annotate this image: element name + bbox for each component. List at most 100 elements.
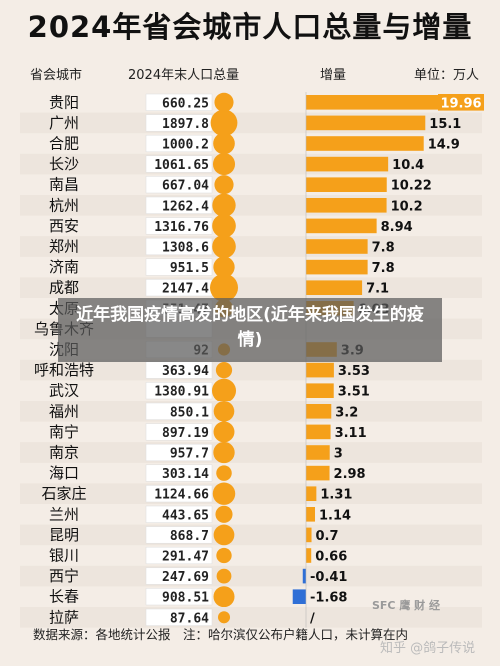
population-value: 247.69 bbox=[162, 570, 209, 585]
population-bubble bbox=[215, 361, 233, 379]
population-cell bbox=[145, 402, 213, 420]
increase-value: 14.9 bbox=[428, 138, 460, 153]
increase-bar bbox=[306, 527, 312, 543]
overlay-caption: 近年我国疫情高发的地区(近年来我国发生的疫情) bbox=[76, 305, 424, 350]
population-bubble bbox=[212, 214, 236, 238]
population-value: 443.65 bbox=[162, 508, 209, 523]
population-value: 87.64 bbox=[170, 611, 209, 626]
population-cell bbox=[145, 176, 213, 194]
city-label: 广州 bbox=[49, 114, 79, 132]
header-city: 省会城市 bbox=[30, 68, 83, 83]
watermark-bottom: 知乎 @鸽子传说 bbox=[380, 641, 476, 656]
city-label: 呼和浩特 bbox=[34, 361, 94, 379]
increase-bar bbox=[306, 362, 334, 378]
city-label: 石家庄 bbox=[41, 485, 86, 503]
population-bubble bbox=[213, 132, 235, 155]
header-population: 2024年末人口总量 bbox=[128, 68, 240, 83]
population-cell bbox=[145, 567, 213, 585]
population-value: 951.5 bbox=[170, 261, 209, 276]
population-value: 1262.4 bbox=[162, 199, 209, 214]
city-label: 银川 bbox=[49, 547, 79, 565]
population-value: 850.1 bbox=[170, 405, 209, 420]
population-bubble bbox=[213, 524, 235, 546]
city-label: 长春 bbox=[49, 588, 79, 606]
population-bubble bbox=[210, 109, 238, 137]
increase-bar bbox=[306, 115, 426, 131]
population-cell bbox=[145, 505, 213, 523]
city-label: 杭州 bbox=[49, 196, 79, 214]
population-bubble bbox=[212, 482, 236, 505]
increase-bar bbox=[306, 465, 330, 481]
caption-overlay bbox=[58, 298, 442, 362]
city-label: 郑州 bbox=[49, 238, 79, 256]
population-value: 1061.65 bbox=[154, 158, 209, 173]
increase-value: 3.11 bbox=[335, 426, 367, 441]
population-bubble bbox=[214, 175, 234, 195]
chart-title: 2024年省会城市人口总量与增量 bbox=[27, 10, 473, 44]
population-bubble bbox=[216, 465, 232, 481]
city-label: 西安 bbox=[49, 217, 79, 235]
population-value: 908.51 bbox=[162, 591, 209, 606]
footer-note: 数据来源：各地统计公报 注：哈尔滨仅公布户籍人口，未计算在内 bbox=[33, 627, 409, 642]
increase-value: 15.1 bbox=[429, 117, 461, 132]
city-label: 武汉 bbox=[49, 382, 79, 400]
city-label: 济南 bbox=[49, 258, 79, 276]
population-bubble bbox=[210, 273, 238, 302]
row-background bbox=[20, 277, 482, 298]
increase-value: 7.1 bbox=[366, 282, 389, 297]
population-cell bbox=[145, 258, 213, 276]
population-value: 1380.91 bbox=[154, 385, 209, 400]
population-value: 1000.2 bbox=[162, 138, 209, 153]
row-background bbox=[20, 359, 482, 381]
header-increase: 增量 bbox=[320, 68, 347, 83]
city-label: 合肥 bbox=[49, 135, 79, 153]
city-label: 兰州 bbox=[49, 505, 79, 523]
increase-bar bbox=[306, 280, 363, 295]
increase-value: 8.94 bbox=[381, 220, 413, 235]
population-value: 2147.4 bbox=[162, 282, 209, 297]
population-value: 897.19 bbox=[162, 426, 209, 441]
population-cell bbox=[145, 526, 213, 544]
city-label: 海口 bbox=[49, 464, 79, 482]
increase-value: 19.96 bbox=[440, 96, 481, 111]
city-label: 长沙 bbox=[49, 155, 79, 173]
increase-bar bbox=[306, 239, 368, 254]
population-value: 1316.76 bbox=[154, 220, 209, 235]
increase-value: 10.4 bbox=[392, 158, 424, 173]
increase-bar bbox=[306, 548, 312, 563]
increase-value: 2.98 bbox=[334, 467, 366, 482]
highlight-label-bg bbox=[438, 94, 484, 111]
population-bubble bbox=[212, 153, 236, 176]
increase-value: -1.68 bbox=[310, 591, 347, 606]
increase-bar bbox=[306, 218, 377, 234]
increase-bar bbox=[306, 424, 331, 440]
population-bubble bbox=[213, 421, 235, 443]
city-label: 南京 bbox=[49, 444, 79, 462]
population-value: 667.04 bbox=[162, 179, 209, 194]
increase-value: 3.53 bbox=[338, 364, 370, 379]
population-bubble bbox=[217, 611, 231, 624]
increase-value: 3.51 bbox=[338, 385, 370, 400]
population-cell bbox=[145, 464, 213, 482]
population-cell bbox=[145, 93, 213, 111]
population-value: 1308.6 bbox=[162, 241, 209, 256]
city-label: 成都 bbox=[49, 279, 79, 297]
population-cell bbox=[145, 155, 213, 173]
header-unit: 单位：万人 bbox=[414, 68, 480, 83]
population-bubble bbox=[212, 234, 236, 259]
population-cell bbox=[145, 443, 213, 462]
population-value: 1897.8 bbox=[162, 117, 209, 132]
population-cell bbox=[145, 217, 213, 235]
city-label: 福州 bbox=[49, 402, 79, 420]
city-label: 昆明 bbox=[49, 526, 79, 544]
increase-bar bbox=[306, 259, 368, 275]
increase-value: 0.7 bbox=[316, 529, 339, 544]
increase-bar bbox=[306, 486, 317, 501]
population-value: 957.7 bbox=[170, 447, 209, 462]
population-bubble bbox=[212, 193, 236, 217]
increase-value: 1.14 bbox=[319, 508, 351, 523]
population-value: 868.7 bbox=[170, 529, 209, 544]
population-bubble bbox=[213, 586, 235, 608]
population-bubble bbox=[215, 505, 233, 523]
increase-value: 7.8 bbox=[372, 261, 395, 276]
